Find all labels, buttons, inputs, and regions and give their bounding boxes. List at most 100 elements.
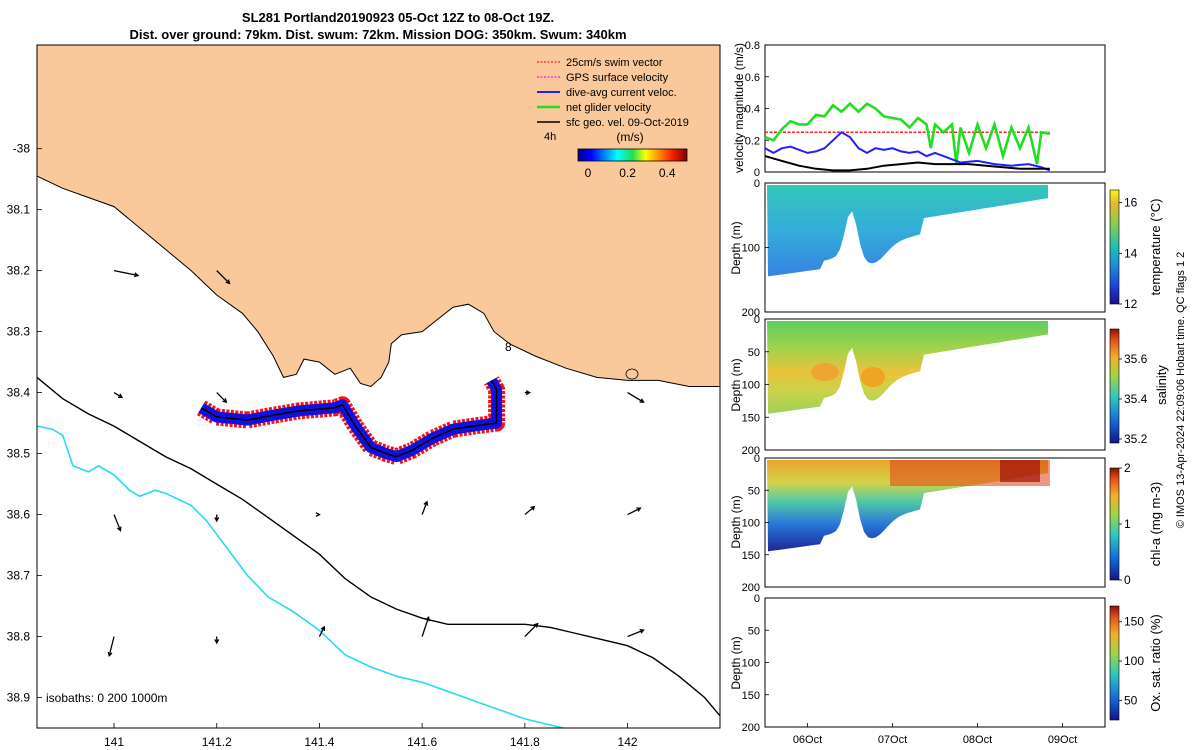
depth-tick-label: 0 <box>754 178 760 190</box>
salinity-ylabel: Depth (m) <box>729 358 743 411</box>
depth-tick-label: 100 <box>742 658 760 670</box>
geo-vector-5 <box>627 392 645 403</box>
land-area <box>37 45 720 388</box>
depth-tick-label: 0 <box>754 453 760 465</box>
temperature-colorbar <box>1109 189 1120 305</box>
map-colorbar <box>577 148 688 162</box>
depth-tick-label: 0 <box>754 593 760 605</box>
cb-tick-label: 12 <box>1124 297 1138 311</box>
geo-vector-15 <box>421 616 430 637</box>
oxygen-colorbar <box>1109 605 1120 721</box>
depth-tick-label: 0 <box>754 314 760 326</box>
salinity-colorbar-ticks: 35.2 35.4 35.6 <box>1119 352 1148 446</box>
salinity-cblabel: salinity <box>1154 365 1169 405</box>
oxygen-frame <box>764 597 1106 728</box>
geo-vector-4 <box>524 390 532 396</box>
salinity-y-ticks: 0 50 100 150 200 <box>742 314 769 457</box>
map-xtick-label: 141.4 <box>304 735 334 749</box>
geo-vector-9 <box>421 500 429 515</box>
salinity-hotspot-2 <box>861 367 885 387</box>
colorbar-title: (m/s) <box>616 130 643 144</box>
geo-vector-3 <box>216 392 228 404</box>
geo-vector-2 <box>113 392 124 399</box>
isobath-1000m <box>37 425 567 728</box>
geo-vector-11 <box>627 507 642 516</box>
title-line2: Dist. over ground: 79km. Dist. swum: 72k… <box>129 27 626 42</box>
vel-ytick-label: 0.6 <box>745 72 760 84</box>
geo-vector-16 <box>524 622 539 637</box>
map-ytick-label: 38.8 <box>7 630 31 644</box>
map-y-ticks: -38 38.1 38.2 38.3 38.4 38.5 38.6 38.7 38.8 38.9 <box>7 142 42 705</box>
geo-vector-1 <box>216 270 231 285</box>
depth-tick-label: 50 <box>748 625 760 637</box>
velocity-series <box>764 101 1051 172</box>
depth-tick-label: 100 <box>742 243 760 255</box>
oxygen-ylabel: Depth (m) <box>729 636 743 689</box>
map-ytick-label: 38.6 <box>7 508 31 522</box>
track-line <box>200 380 498 458</box>
cb-tick-label: 35.4 <box>1124 392 1148 406</box>
depth-tick-label: 200 <box>742 582 760 594</box>
map-x-ticks: 141 141.2 141.4 141.6 141.8 142 <box>104 723 638 749</box>
chl-y-ticks: 0 50 100 150 200 <box>742 453 769 594</box>
depth-tick-label: 150 <box>742 412 760 424</box>
geo-vector-14 <box>318 625 326 637</box>
isobaths-label: isobaths: 0 200 1000m <box>46 691 167 705</box>
salinity-colorbar <box>1109 328 1120 444</box>
oxygen-panel: 0 50 100 150 200 06Oct 07Oct 08Oct 09Oct Depth … <box>729 593 1163 746</box>
legend-swim: 25cm/s swim vector <box>566 57 663 69</box>
map-colorbar-ticks: 0 0.2 0.4 <box>585 166 676 180</box>
depth-tick-label: 200 <box>742 445 760 457</box>
cb-tick-label: 35.2 <box>1124 432 1148 446</box>
oxygen-colorbar-ticks: 50 100 150 <box>1119 615 1144 707</box>
cb-tick-label: 2 <box>1124 461 1131 475</box>
island <box>625 368 639 380</box>
legend-geo: sfc geo. vel. 09-Oct-2019 <box>566 117 689 129</box>
depth-tick-label: 200 <box>742 722 760 734</box>
date-tick-label: 09Oct <box>1048 734 1077 746</box>
marker-label: 8 <box>505 340 512 354</box>
map-xtick-label: 141.2 <box>202 735 232 749</box>
legend-dive: dive-avg current veloc. <box>566 87 677 99</box>
oxygen-y-ticks: 0 50 100 150 200 <box>742 593 769 734</box>
map-legend: 25cm/s swim vector GPS surface velocity … <box>537 57 689 180</box>
map-panel: 8 141 141.2 141.4 141.6 141.8 142 -38 38.1 38.2… <box>7 44 721 749</box>
geo-vector-6 <box>113 514 122 532</box>
vel-ytick-label: 0 <box>754 167 760 179</box>
map-colorbar-tick: 0.4 <box>659 166 676 180</box>
depth-tick-label: 50 <box>748 347 760 359</box>
map-ytick-label: 38.4 <box>7 386 31 400</box>
salinity-panel: 0 50 100 150 200 Depth (m) 35.2 35.4 35.6 sali… <box>729 314 1169 457</box>
geo-vector-7 <box>214 514 220 523</box>
depth-tick-label: 150 <box>742 690 760 702</box>
oxygen-cblabel: Ox. sat. ratio (%) <box>1148 614 1163 712</box>
map-ytick-label: -38 <box>13 142 31 156</box>
geo-vector-12 <box>107 636 115 658</box>
chl-cblabel: chl-a (mg m-3) <box>1148 482 1163 567</box>
depth-tick-label: 150 <box>742 550 760 562</box>
geo-vector-13 <box>214 636 220 645</box>
map-frame <box>36 44 721 729</box>
depth-tick-label: 100 <box>742 380 760 392</box>
depth-tick-label: 50 <box>748 485 760 497</box>
map-ytick-label: 38.3 <box>7 325 31 339</box>
cb-tick-label: 0 <box>1124 573 1131 587</box>
geo-vectors <box>107 269 645 658</box>
map-xtick-label: 141.6 <box>407 735 437 749</box>
temperature-section <box>767 185 1048 277</box>
date-tick-label: 08Oct <box>963 734 992 746</box>
cb-tick-label: 50 <box>1124 693 1138 707</box>
velocity-panel: 0 0.2 0.4 0.6 0.8 velocity magnitude (m/s) <box>732 40 1106 179</box>
temperature-colorbar-ticks: 12 14 16 <box>1119 196 1138 311</box>
geo-vector-17 <box>627 629 645 638</box>
temperature-cblabel: temperature (°C) <box>1148 199 1163 296</box>
chl-panel: 0 50 100 150 200 Depth (m) 0 1 2 chl-a (mg m-3… <box>729 453 1163 594</box>
geo-vector-8 <box>315 512 321 518</box>
velocity-frame <box>764 44 1106 173</box>
map-xtick-label: 141.8 <box>510 735 540 749</box>
map-ytick-label: 38.7 <box>7 569 31 583</box>
date-tick-label: 07Oct <box>878 734 907 746</box>
chl-ylabel: Depth (m) <box>729 495 743 548</box>
depth-tick-label: 100 <box>742 518 760 530</box>
geo-velocity-series <box>764 155 1050 172</box>
